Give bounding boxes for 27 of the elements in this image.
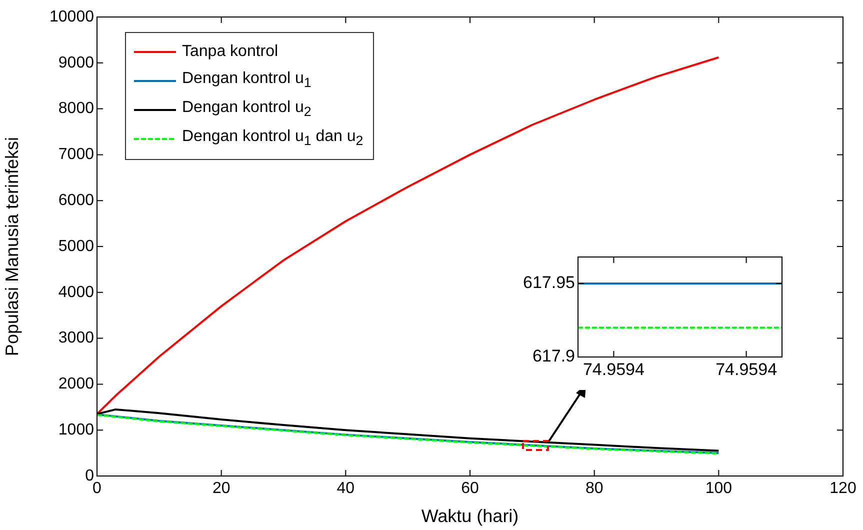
y-axis-title: Populasi Manusia terinfeksi [2, 136, 22, 356]
y-tick-label: 2000 [58, 376, 94, 393]
x-tick-label: 40 [336, 480, 355, 498]
y-tick-label: 617.95 [523, 273, 575, 292]
legend-label: Dengan kontrol u$_{2}$ [182, 99, 312, 120]
x-tick-label: 20 [212, 480, 230, 498]
y-tick-label: 6000 [58, 192, 94, 210]
y-tick-label: 8000 [58, 100, 94, 118]
y-tick-label: 10000 [50, 8, 94, 26]
y-tick-label: 0 [85, 467, 94, 484]
x-tick-label: 100 [705, 480, 732, 498]
y-tick-label: 617.9 [532, 346, 575, 366]
legend-label: Tanpa kontrol [182, 42, 278, 60]
y-tick-label: 3000 [58, 330, 94, 347]
y-tick-label: 7000 [58, 146, 94, 164]
x-tick-label: 80 [585, 480, 604, 498]
y-tick-label: 9000 [58, 54, 94, 72]
legend-label: Dengan kontrol u$_{1}$ [182, 70, 312, 91]
x-tick-label: 74.9594 [716, 360, 778, 379]
y-tick-label: 1000 [58, 422, 94, 439]
x-tick-label: 60 [461, 480, 479, 498]
x-tick-label: 74.9594 [582, 360, 644, 379]
y-tick-label: 4000 [58, 284, 94, 301]
legend-label: Dengan kontrol u$_{1}$ dan u$_{2}$ [182, 128, 364, 149]
x-axis-title: Waktu (hari) [421, 506, 519, 526]
x-tick-label: 120 [830, 480, 856, 498]
y-tick-label: 5000 [58, 238, 94, 255]
